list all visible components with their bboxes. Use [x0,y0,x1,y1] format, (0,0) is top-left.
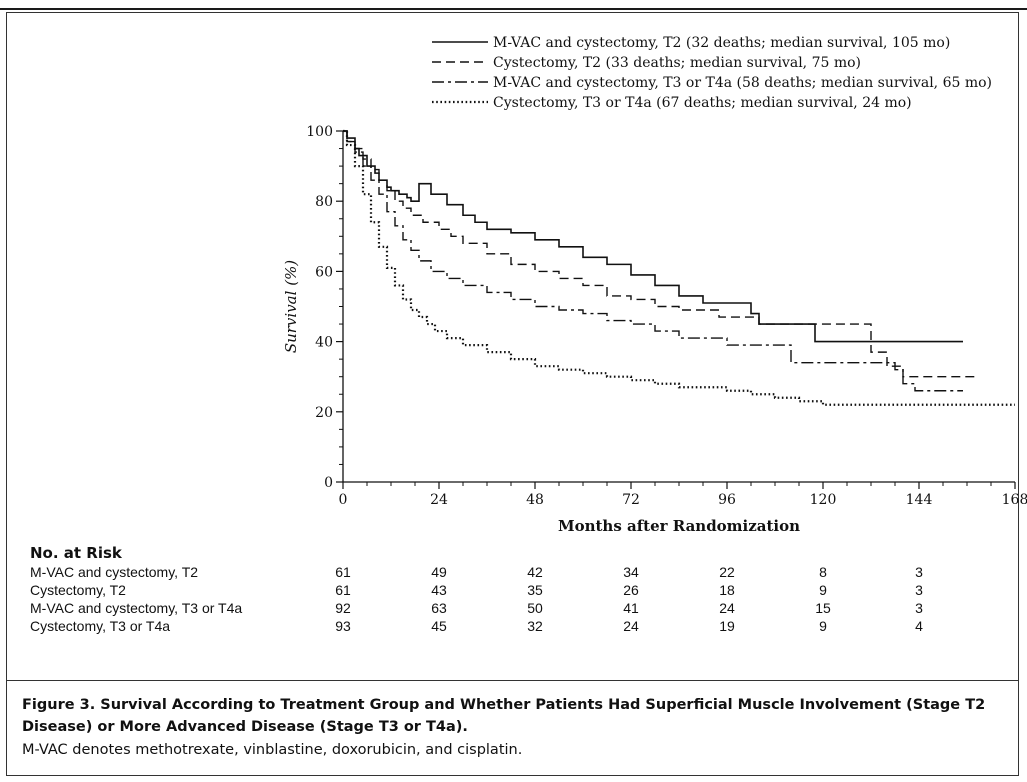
risk-row-value: 18 [719,582,735,598]
risk-row-value: 45 [431,618,447,634]
risk-row-value: 24 [719,600,735,616]
risk-row-value: 15 [815,600,831,616]
x-tick-label: 96 [718,492,736,508]
risk-table-row: M-VAC and cystectomy, T2 61 49 42 34 22 8 3 [30,564,990,582]
x-tick-label: 0 [339,492,348,508]
risk-row-value: 41 [623,600,639,616]
risk-row-value: 34 [623,564,639,580]
chart-legend: M-VAC and cystectomy, T2 (32 deaths; med… [432,35,992,111]
risk-row-label: M-VAC and cystectomy, T3 or T4a [30,600,243,616]
risk-row-value: 4 [915,618,923,634]
risk-row-value: 3 [915,600,923,616]
risk-table-row: M-VAC and cystectomy, T3 or T4a 92 63 50 41 2… [30,600,990,618]
risk-row-value: 8 [819,564,827,580]
risk-row-value: 63 [431,600,447,616]
risk-row-value: 22 [719,564,735,580]
risk-row-value: 42 [527,564,543,580]
risk-row-value: 19 [719,618,735,634]
risk-row-value: 9 [819,618,827,634]
risk-row-value: 93 [335,618,351,634]
survival-curve-dotted [343,129,1015,406]
legend-label: M-VAC and cystectomy, T2 (32 deaths; med… [493,35,950,51]
caption-divider [6,680,1019,681]
legend-label: Cystectomy, T3 or T4a (67 deaths; median… [493,95,912,111]
x-tick-label: 48 [526,492,544,508]
risk-row-value: 9 [819,582,827,598]
x-tick-label: 168 [1002,492,1027,508]
figure-frame [6,12,1019,776]
survival-curve-dash-dot [343,130,963,392]
y-axis-title: Survival (%) [282,260,300,353]
risk-table-title: No. at Risk [30,544,122,562]
top-rule [0,8,1027,10]
risk-row-label: M-VAC and cystectomy, T2 [30,564,199,580]
series-layer [343,129,1015,406]
risk-row-value: 49 [431,564,447,580]
survival-chart: M-VAC and cystectomy, T2 (32 deaths; med… [282,35,1027,535]
risk-table-row: Cystectomy, T2 61 43 35 26 18 9 3 [30,582,990,600]
y-tick-label: 80 [315,194,333,210]
survival-curve-dashed [343,130,975,378]
legend-label: M-VAC and cystectomy, T3 or T4a (58 deat… [493,75,992,91]
x-tick-label: 120 [810,492,837,508]
risk-row-label: Cystectomy, T3 or T4a [30,618,171,634]
figure-caption-note: M-VAC denotes methotrexate, vinblastine,… [22,742,523,758]
legend-label: Cystectomy, T2 (33 deaths; median surviv… [493,55,861,71]
y-tick-label: 40 [315,335,333,351]
survival-curve-solid [343,130,963,343]
risk-table-row: Cystectomy, T3 or T4a 93 45 32 24 19 9 4 [30,618,990,636]
risk-row-value: 50 [527,600,543,616]
x-tick-label: 144 [906,492,933,508]
y-tick-label: 60 [315,264,333,280]
risk-row-label: Cystectomy, T2 [30,582,126,598]
risk-row-value: 43 [431,582,447,598]
risk-row-value: 24 [623,618,639,634]
risk-row-value: 61 [335,582,351,598]
risk-row-value: 26 [623,582,639,598]
risk-row-value: 3 [915,582,923,598]
x-tick-label: 72 [622,492,640,508]
y-tick-label: 100 [306,124,333,140]
risk-row-value: 32 [527,618,543,634]
risk-row-value: 92 [335,600,351,616]
chart-axes: 0 20 40 60 80 100 0 24 48 72 96 120 144 168 Months aft… [282,124,1027,535]
y-tick-label: 20 [315,405,333,421]
y-tick-label: 0 [324,475,333,491]
x-tick-label: 24 [430,492,448,508]
risk-row-value: 35 [527,582,543,598]
risk-row-value: 61 [335,564,351,580]
figure-caption-title: Figure 3. Survival According to Treatmen… [22,697,986,735]
risk-row-value: 3 [915,564,923,580]
x-axis-title: Months after Randomization [558,517,800,535]
